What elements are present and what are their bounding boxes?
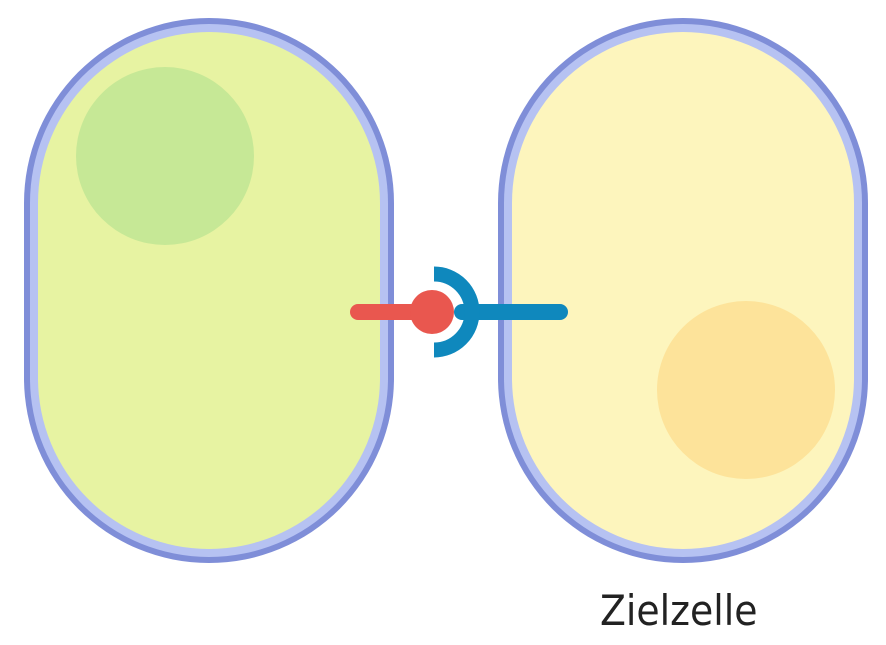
- receptor-binding-site: [433, 266, 480, 358]
- target-cell-label: Zielzelle: [600, 586, 758, 635]
- ligand-head: [410, 290, 454, 334]
- signal-cell: [24, 18, 394, 563]
- target-cell: [498, 18, 868, 563]
- target-cell-nucleus: [657, 301, 835, 479]
- target-cell-cytoplasm: [512, 32, 854, 549]
- receptor: [433, 266, 568, 358]
- ligand: [350, 290, 454, 334]
- signal-cell-nucleus: [76, 67, 254, 245]
